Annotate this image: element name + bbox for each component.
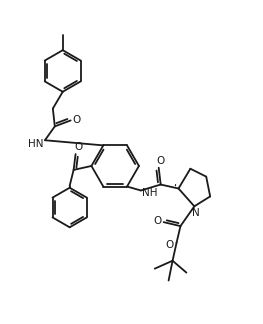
Text: O: O [165,240,174,250]
Text: O: O [156,156,165,166]
Text: HN: HN [28,139,44,149]
Text: O: O [73,115,81,125]
Text: O: O [154,216,162,226]
Text: NH: NH [142,189,158,198]
Text: O: O [74,142,83,152]
Text: N: N [193,208,200,218]
